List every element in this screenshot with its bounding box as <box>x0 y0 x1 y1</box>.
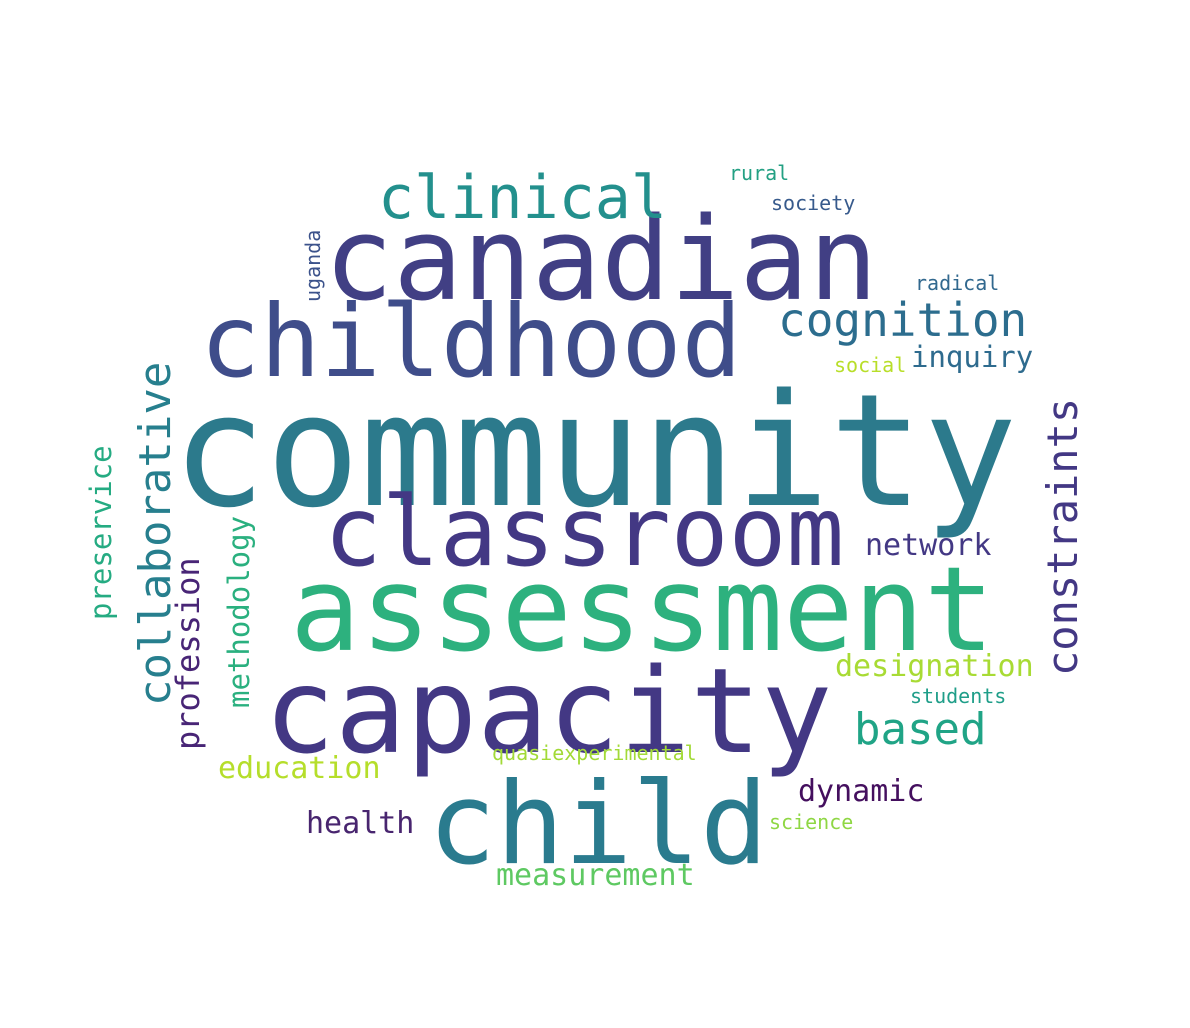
word-preservice: preservice <box>84 445 118 620</box>
word-profession: profession <box>169 557 207 750</box>
word-childhood: childhood <box>200 283 742 400</box>
word-inquiry: inquiry <box>911 340 1034 374</box>
word-network: network <box>865 528 992 563</box>
word-assessment: assessment <box>290 541 995 678</box>
word-science: science <box>769 810 854 834</box>
word-uganda: uganda <box>301 229 325 302</box>
word-students: students <box>910 684 1007 708</box>
word-society: society <box>771 191 856 215</box>
word-canadian: canadian <box>324 193 878 327</box>
word-capacity: capacity <box>264 642 833 780</box>
word-clinical: clinical <box>378 163 667 233</box>
word-community: community <box>172 360 1018 542</box>
word-measurement: measurement <box>496 858 695 893</box>
word-methodology: methodology <box>222 515 256 708</box>
word-education: education <box>218 751 381 786</box>
word-rural: rural <box>729 161 790 185</box>
word-social: social <box>834 353 907 377</box>
word-dynamic: dynamic <box>798 774 925 809</box>
word-classroom: classroom <box>324 476 845 588</box>
word-child: child <box>428 758 769 890</box>
word-health: health <box>306 806 415 841</box>
word-cognition: cognition <box>778 293 1028 347</box>
word-designation: designation <box>835 649 1034 684</box>
word-constraints: constraints <box>1038 397 1087 676</box>
word-radical: radical <box>915 271 1000 295</box>
word-based: based <box>854 704 987 755</box>
word-quasiexperimental: quasiexperimental <box>492 741 697 765</box>
